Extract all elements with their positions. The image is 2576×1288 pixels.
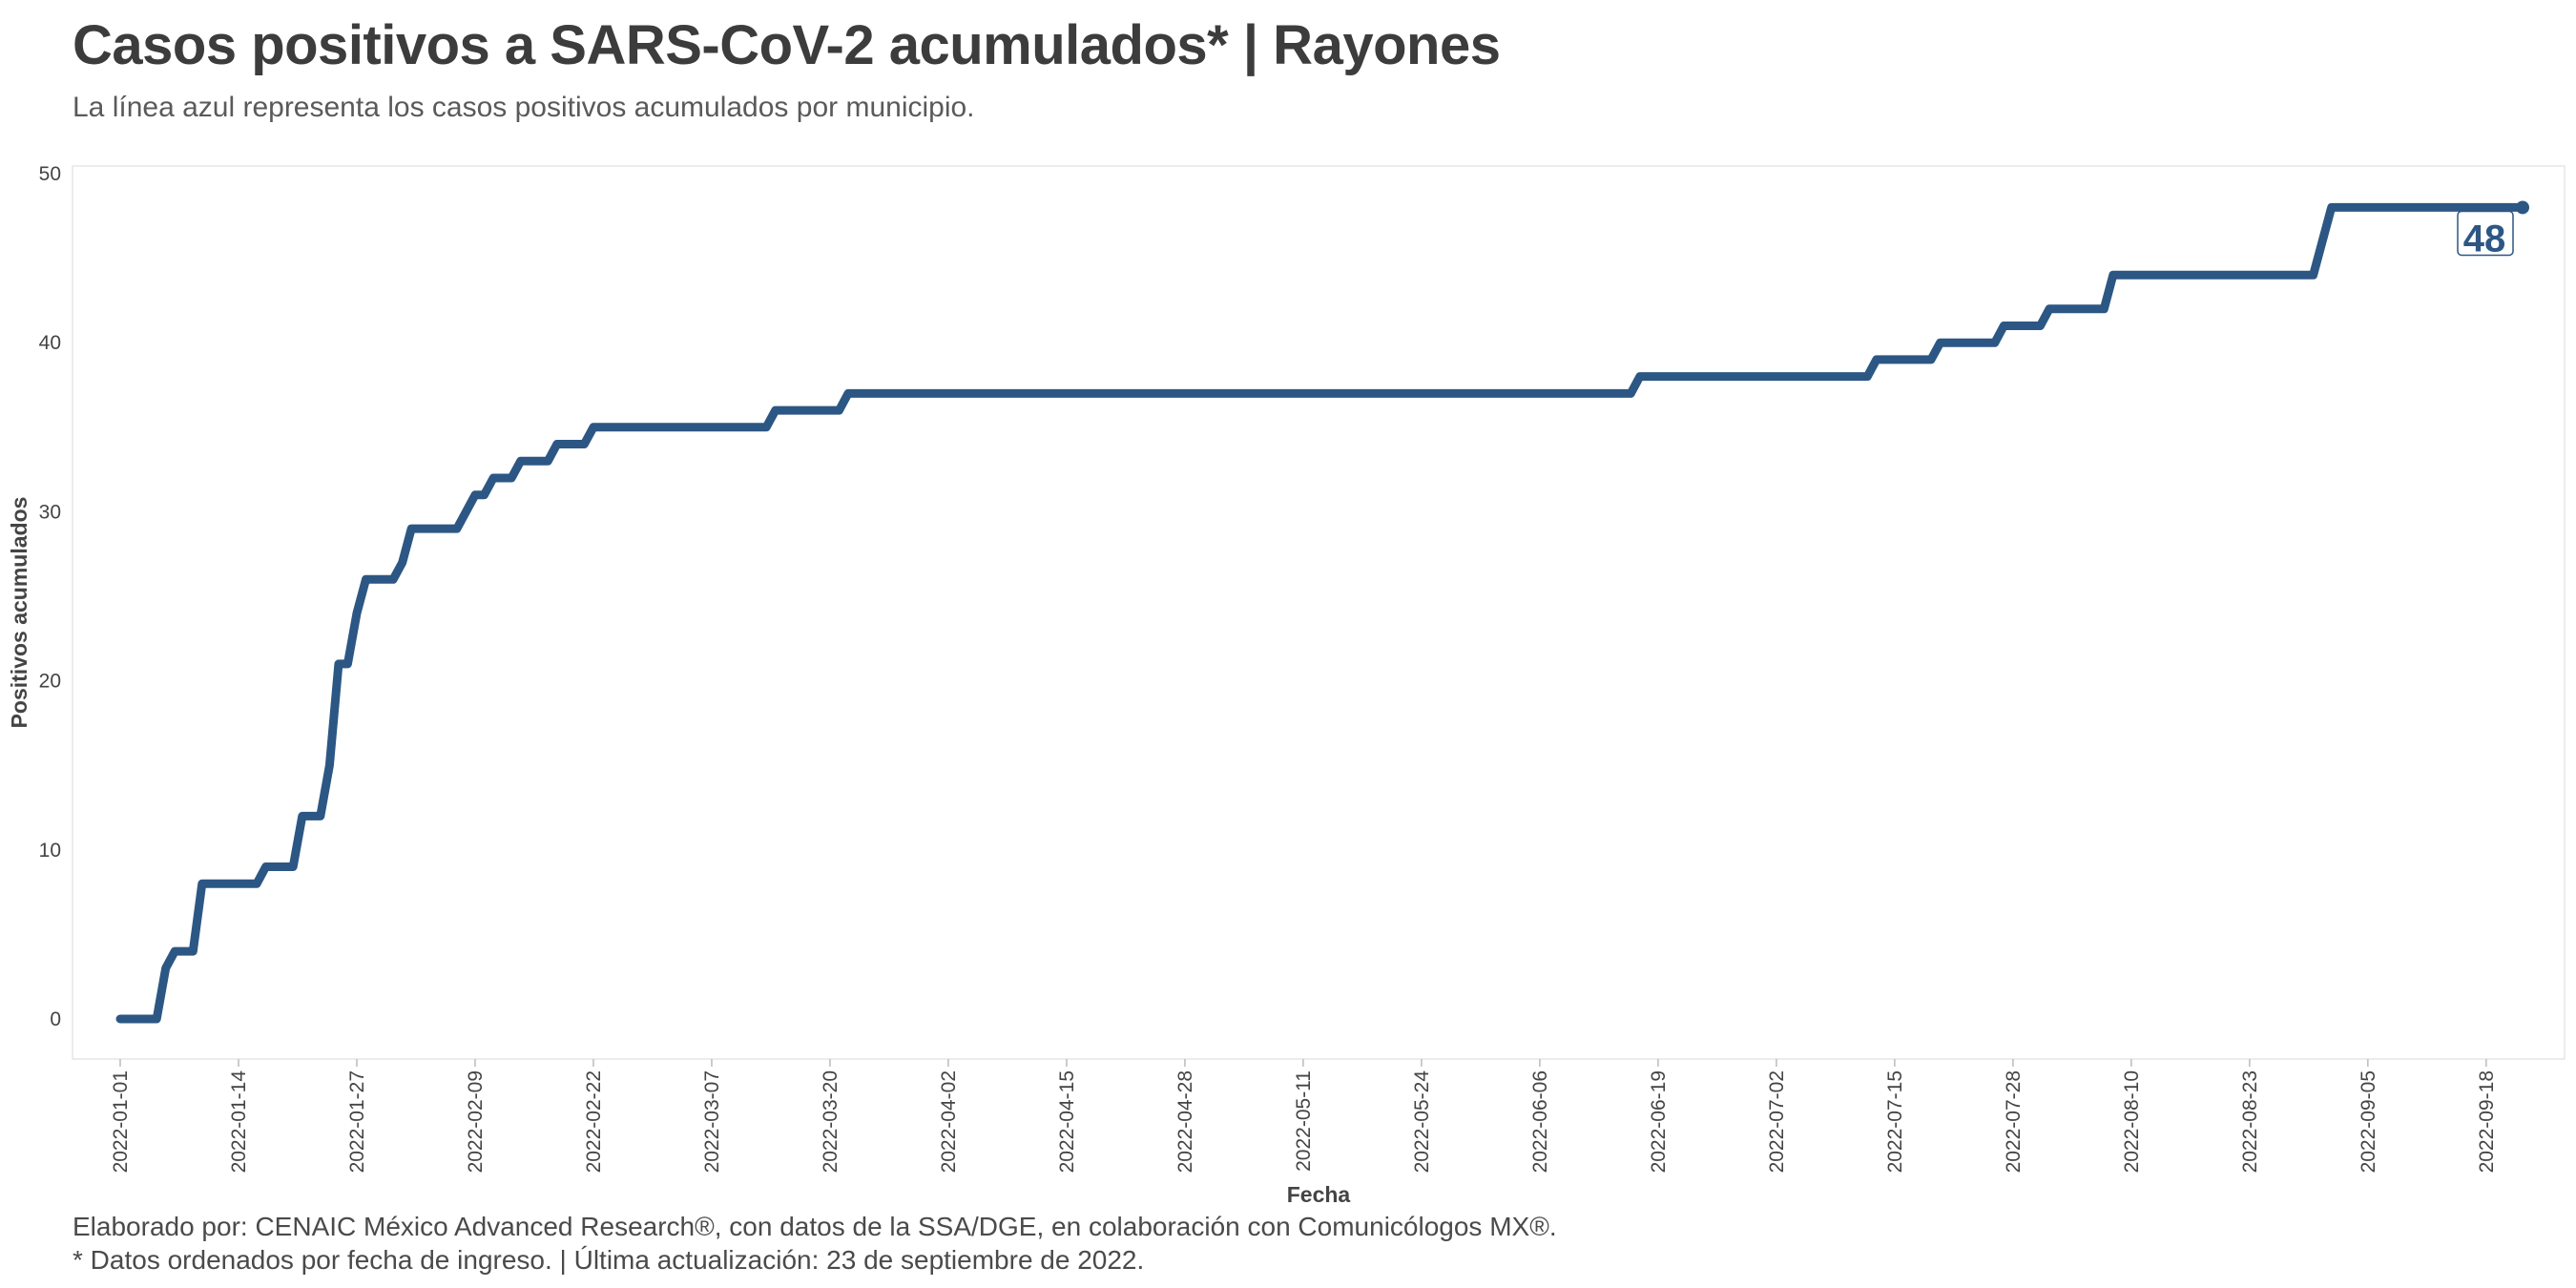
x-tick-label: 2022-08-23 [2239,1070,2261,1173]
x-tick-label: 2022-05-24 [1411,1070,1433,1174]
x-tick-label: 2022-01-14 [228,1070,250,1174]
end-value-label: 48 [2463,218,2506,260]
chart-title: Casos positivos a SARS-CoV-2 acumulados*… [73,14,1501,76]
x-tick-label: 2022-09-05 [2358,1070,2379,1173]
chart-subtitle: La línea azul representa los casos posit… [73,92,975,123]
end-label-box [2457,210,2514,257]
x-tick-label: 2022-02-22 [583,1070,605,1173]
x-tick-label: 2022-06-06 [1529,1070,1551,1173]
x-tick-label: 2022-03-20 [820,1070,841,1173]
x-tick-label: 2022-01-27 [346,1070,368,1173]
y-tick-label: 0 [50,1008,61,1030]
y-tick-label: 30 [39,501,61,523]
plot-panel [72,165,2566,1060]
x-tick-label: 2022-02-09 [465,1070,487,1173]
x-tick-label: 2022-03-07 [701,1070,723,1173]
end-point-marker [2516,200,2529,215]
x-axis: 2022-01-01 2022-01-14 2022-01-27 2022-02-09… [110,1059,2498,1173]
x-tick-label: 2022-07-28 [2003,1070,2025,1173]
y-axis-title: Positivos acumulados [7,497,31,729]
y-tick-label: 50 [39,163,61,185]
y-tick-label: 10 [39,840,61,862]
x-tick-label: 2022-07-02 [1766,1070,1788,1173]
series-line [115,202,2527,1024]
x-tick-label: 2022-04-15 [1056,1070,1078,1173]
caption-credits: Elaborado por: CENAIC México Advanced Re… [73,1212,1557,1241]
x-axis-title: Fecha [1287,1182,1351,1207]
x-tick-label: 2022-04-28 [1174,1070,1196,1173]
y-tick-label: 40 [39,332,61,354]
y-tick-label: 20 [39,671,61,693]
x-tick-label: 2022-05-11 [1293,1070,1315,1172]
y-axis: 0 10 20 30 40 50 [39,163,61,1030]
x-tick-label: 2022-01-01 [110,1070,132,1173]
x-tick-label: 2022-06-19 [1648,1070,1670,1173]
x-tick-label: 2022-09-18 [2476,1070,2498,1173]
caption-notes: * Datos ordenados por fecha de ingreso. … [73,1245,1145,1275]
x-tick-label: 2022-04-02 [938,1070,960,1173]
x-tick-label: 2022-07-15 [1884,1070,1906,1173]
x-tick-label: 2022-08-10 [2121,1070,2143,1173]
